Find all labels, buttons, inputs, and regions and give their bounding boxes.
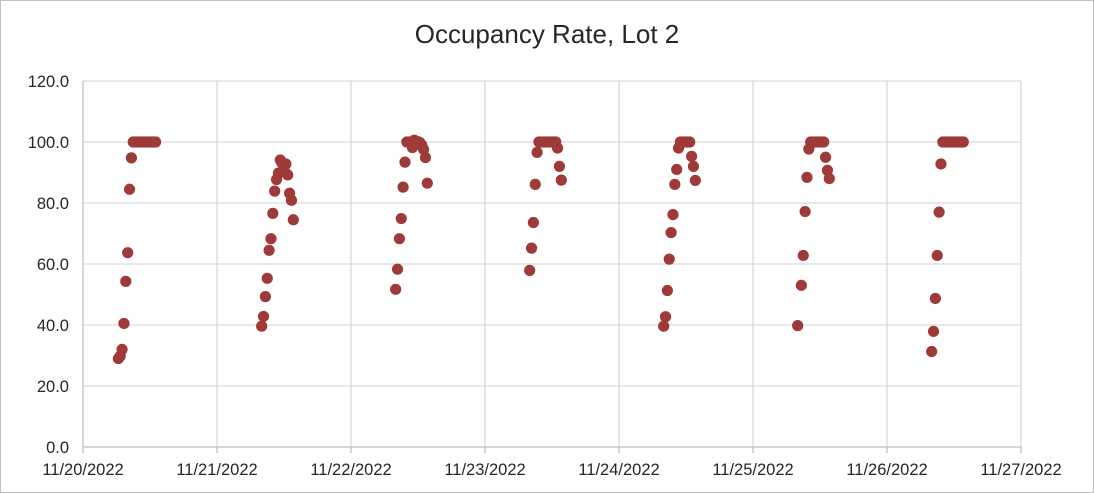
data-point — [665, 226, 677, 239]
data-point — [792, 320, 804, 332]
data-point — [282, 169, 294, 181]
data-point — [122, 247, 134, 259]
data-point — [818, 136, 830, 148]
y-tick-label: 100.0 — [28, 134, 69, 152]
chart-title: Occupancy Rate, Lot 2 — [415, 19, 679, 49]
x-tick-label: 11/23/2022 — [444, 461, 525, 479]
data-point — [123, 183, 136, 195]
data-point — [659, 311, 672, 323]
data-point — [116, 343, 128, 355]
data-point — [525, 242, 538, 254]
data-point — [267, 207, 279, 219]
data-point — [926, 345, 938, 358]
data-point — [125, 152, 137, 164]
data-point — [797, 249, 809, 262]
data-point — [687, 160, 700, 172]
data-point — [390, 283, 402, 295]
data-point — [957, 136, 969, 148]
data-point — [689, 174, 701, 187]
data-point — [929, 292, 941, 305]
data-point — [669, 178, 681, 190]
data-point — [259, 291, 271, 303]
data-point — [799, 205, 811, 218]
y-tick-label: 40.0 — [37, 317, 69, 335]
data-point — [149, 136, 162, 148]
data-point — [395, 212, 407, 225]
data-point — [393, 233, 405, 245]
data-point — [551, 142, 564, 154]
x-tick-label: 11/21/2022 — [176, 461, 257, 479]
x-tick-label: 11/26/2022 — [846, 461, 927, 479]
data-point — [684, 136, 696, 148]
data-point — [933, 206, 945, 218]
y-tick-label: 0.0 — [46, 439, 69, 457]
data-point — [287, 214, 299, 226]
data-point — [661, 284, 673, 297]
data-point — [280, 158, 292, 170]
x-tick-label: 11/25/2022 — [712, 461, 793, 479]
data-point — [397, 181, 409, 193]
x-tick-label: 11/27/2022 — [980, 461, 1061, 479]
data-point — [269, 185, 281, 197]
axes: 0.0 20.0 40.0 60.0 80.0 100.0 120.0 11/20/2022 1… — [28, 73, 1062, 479]
data-point — [531, 146, 543, 158]
data-point — [553, 160, 566, 172]
x-tick-label: 11/20/2022 — [42, 461, 123, 479]
y-tick-label: 20.0 — [37, 378, 69, 396]
data-points — [112, 134, 969, 365]
data-point — [118, 317, 130, 330]
data-point — [524, 264, 536, 277]
data-point — [935, 158, 947, 170]
data-point — [555, 174, 567, 186]
x-tick-label: 11/24/2022 — [578, 461, 659, 479]
data-point — [285, 194, 298, 206]
data-point — [819, 151, 832, 163]
data-point — [667, 208, 679, 221]
data-point — [261, 272, 273, 284]
data-point — [931, 249, 943, 262]
data-point — [658, 320, 670, 332]
data-point — [256, 320, 268, 332]
data-point — [927, 325, 940, 338]
data-point — [257, 310, 270, 323]
data-point — [391, 263, 404, 275]
data-point — [120, 275, 132, 287]
data-point — [795, 279, 807, 291]
x-tick-label: 11/22/2022 — [310, 461, 391, 479]
data-point — [263, 244, 275, 256]
y-tick-label: 120.0 — [28, 73, 69, 91]
data-point — [663, 253, 675, 265]
data-point — [801, 171, 813, 183]
y-tick-label: 80.0 — [37, 195, 69, 213]
data-point — [823, 173, 835, 185]
data-point — [529, 178, 541, 190]
data-point — [421, 177, 433, 189]
data-point — [685, 150, 698, 162]
data-point — [527, 216, 539, 229]
y-tick-label: 60.0 — [37, 256, 69, 274]
data-point — [671, 163, 683, 176]
gridlines — [83, 80, 1022, 447]
data-point — [419, 151, 432, 164]
data-point — [399, 156, 411, 168]
data-point — [265, 233, 277, 245]
